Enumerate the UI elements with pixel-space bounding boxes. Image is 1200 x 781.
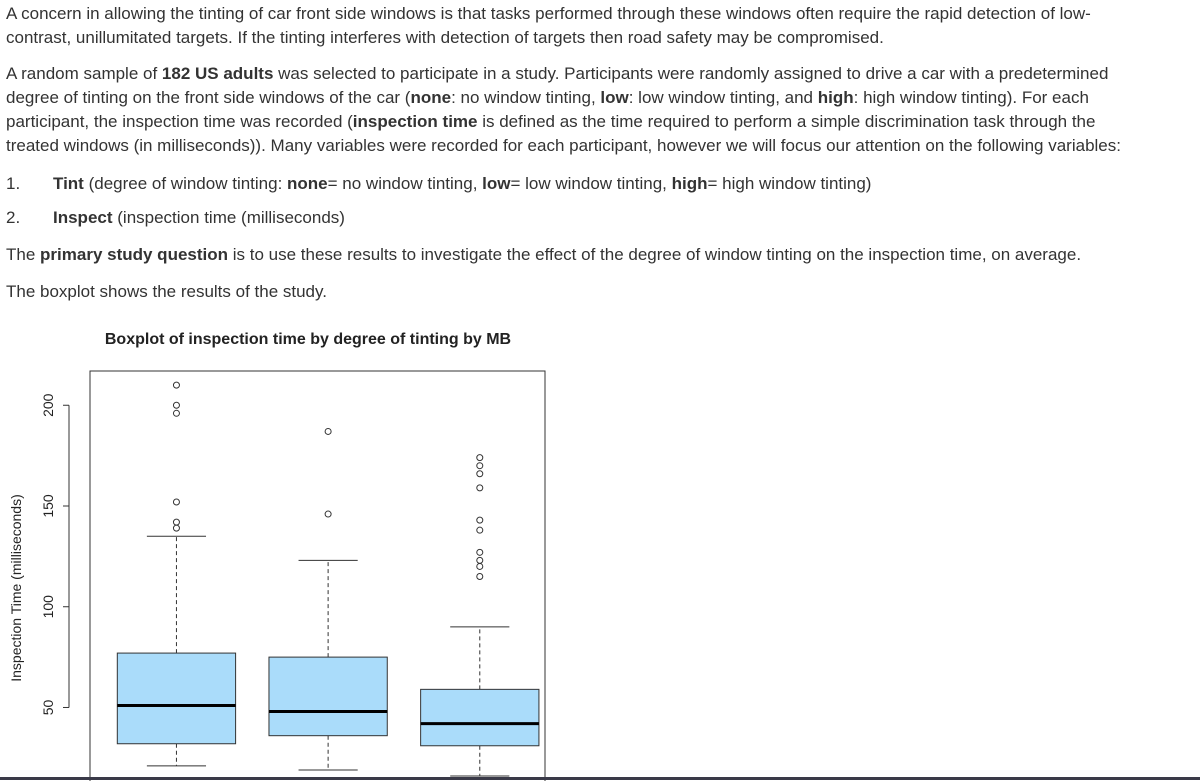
text-run: is to use these results to investigate t…: [228, 245, 1082, 264]
outlier: [476, 573, 484, 581]
outlier: [324, 510, 332, 518]
text-run: : low window tinting, and: [628, 88, 818, 107]
bold-text: Tint: [53, 174, 84, 193]
y-tick-label: 50: [40, 699, 56, 715]
list-number: 1.: [6, 174, 21, 193]
paragraph: A concern in allowing the tinting of car…: [6, 2, 1136, 50]
text-run: The: [6, 245, 41, 264]
outlier: [476, 454, 484, 462]
y-tick-label: 100: [40, 595, 56, 619]
plot-area: [116, 381, 540, 777]
paragraph: A random sample of 182 US adults was sel…: [6, 62, 1136, 158]
text-run: is defined as the time required to perfo…: [6, 112, 1121, 155]
list-number: 2.: [6, 208, 21, 227]
box: [116, 652, 237, 745]
outlier: [476, 470, 484, 478]
outlier: [172, 381, 180, 389]
bold-text: none: [287, 174, 328, 193]
y-axis-label: Inspection Time (milliseconds): [8, 494, 24, 682]
text-run: = no window tinting,: [327, 174, 483, 193]
text-run: : no window tinting,: [451, 88, 601, 107]
list-text: Tint (degree of window tinting: none= no…: [53, 172, 871, 196]
bold-text: 182 US adults: [161, 64, 274, 83]
box: [420, 688, 540, 747]
text-run: The boxplot shows the results of the stu…: [6, 282, 327, 301]
outlier: [172, 401, 180, 409]
text-run: (degree of window tinting:: [83, 174, 288, 193]
text-run: = low window tinting,: [510, 174, 672, 193]
text-run: = high window tinting): [707, 174, 872, 193]
y-tick-label: 150: [40, 494, 56, 518]
text-run: A random sample of: [6, 64, 162, 83]
bold-text: high: [671, 174, 708, 193]
bold-text: inspection time: [352, 112, 478, 131]
plot-frame: [89, 370, 546, 781]
outlier: [476, 562, 484, 570]
outlier: [172, 518, 180, 526]
outlier: [476, 526, 484, 534]
y-tick-label: 200: [40, 393, 56, 417]
outlier: [172, 409, 180, 417]
outlier: [172, 524, 180, 532]
text-run: A concern in allowing the tinting of car…: [6, 4, 1091, 47]
paragraph: The primary study question is to use the…: [6, 243, 1136, 267]
outlier: [324, 427, 332, 435]
box: [268, 656, 388, 737]
text-run: : high window tinting). For each partici…: [6, 88, 1089, 131]
text-run: was selected to participate in a study. …: [6, 64, 1109, 107]
bold-text: Inspect: [53, 208, 113, 227]
outlier: [476, 462, 484, 470]
bold-text: primary study question: [40, 245, 229, 264]
outlier: [476, 484, 484, 492]
bold-text: none: [410, 88, 452, 107]
paragraph: The boxplot shows the results of the stu…: [6, 280, 1136, 304]
outlier: [476, 548, 484, 556]
outlier: [476, 556, 484, 564]
outlier: [476, 516, 484, 524]
bold-text: high: [817, 88, 854, 107]
outlier: [172, 498, 180, 506]
chart-title: Boxplot of inspection time by degree of …: [105, 331, 511, 348]
bold-text: low: [482, 174, 511, 193]
list-text: Inspect (inspection time (milliseconds): [53, 206, 345, 230]
bold-text: low: [600, 88, 629, 107]
text-run: (inspection time (milliseconds): [112, 208, 345, 227]
